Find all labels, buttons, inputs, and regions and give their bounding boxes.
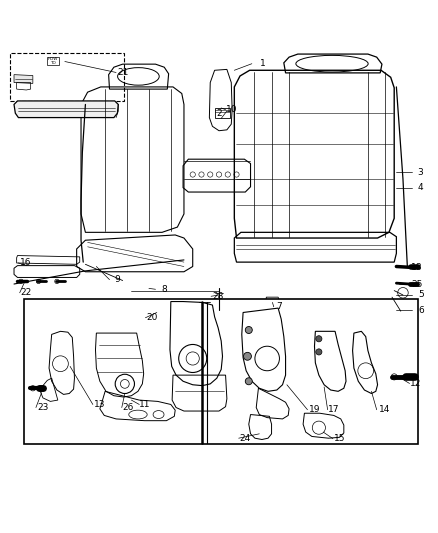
Text: HOW
TO: HOW TO [48, 57, 58, 66]
Text: 26: 26 [122, 403, 134, 412]
Circle shape [316, 349, 322, 355]
Bar [10, 53, 124, 101]
Text: 4: 4 [418, 183, 423, 192]
Text: 18: 18 [411, 263, 423, 272]
Text: 12: 12 [410, 379, 422, 388]
Text: 3: 3 [417, 168, 424, 177]
Polygon shape [14, 75, 33, 84]
Text: 10: 10 [226, 105, 238, 114]
Text: 6: 6 [418, 306, 424, 315]
Polygon shape [14, 101, 118, 118]
Text: 5: 5 [418, 290, 424, 300]
Text: 9: 9 [114, 275, 120, 284]
Text: 1: 1 [260, 59, 266, 68]
Text: 8: 8 [161, 285, 167, 294]
Text: 17: 17 [328, 405, 339, 414]
Text: 2: 2 [216, 109, 222, 118]
Text: 11: 11 [139, 400, 150, 409]
Text: 20: 20 [147, 313, 158, 322]
Text: 23: 23 [37, 403, 49, 412]
Text: 28: 28 [212, 292, 224, 301]
Text: 7: 7 [276, 302, 283, 311]
Circle shape [316, 336, 322, 342]
Circle shape [245, 327, 252, 334]
Text: 13: 13 [94, 400, 106, 409]
Circle shape [245, 378, 252, 385]
Text: 19: 19 [309, 405, 320, 414]
Text: 15: 15 [334, 434, 345, 443]
Bar [24, 300, 418, 444]
Text: 24: 24 [240, 434, 251, 443]
Circle shape [244, 352, 251, 360]
Text: 25: 25 [411, 279, 423, 288]
Text: 14: 14 [379, 405, 390, 414]
Text: 22: 22 [21, 288, 32, 297]
Text: 16: 16 [20, 259, 31, 268]
Text: 21: 21 [118, 68, 129, 77]
